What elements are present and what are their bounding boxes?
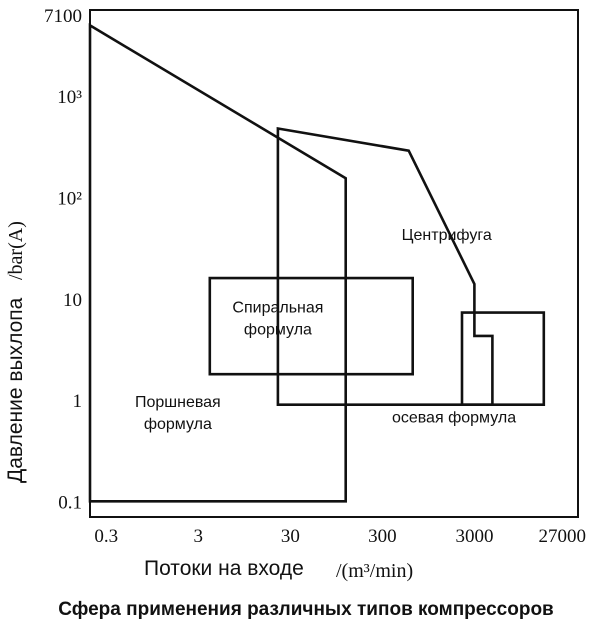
x-tick-label-1: 3 — [194, 526, 204, 547]
y-tick-label-4: 10³ — [57, 87, 82, 108]
region-label-piston-line-0: Поршневая — [135, 394, 221, 411]
y-axis-unit: /bar(A) — [5, 221, 27, 280]
plot-frame — [89, 9, 579, 518]
y-tick-label-0: 0.1 — [58, 492, 82, 513]
x-tick-label-0: 0.3 — [94, 526, 118, 547]
y-tick-label-5: 7100 — [44, 6, 82, 27]
x-axis-label: Потоки на входе — [144, 557, 304, 580]
x-tick-label-4: 3000 — [455, 526, 493, 547]
x-axis-unit: /(m³/min) — [336, 560, 413, 582]
region-label-centrifuge: Центрифуга — [402, 227, 492, 244]
region-label-piston-line-1: формула — [144, 416, 212, 433]
x-tick-label-2: 30 — [281, 526, 300, 547]
region-outline-2 — [208, 276, 415, 376]
region-label-scroll-line-1: формула — [244, 322, 312, 339]
y-axis-label: Давление выхлопа — [4, 297, 27, 483]
region-outline-1 — [276, 126, 494, 407]
region-label-piston: Поршневая формула — [135, 394, 221, 433]
region-outline-3 — [460, 311, 546, 407]
x-tick-label-5: 27000 — [539, 526, 587, 547]
x-tick-label-3: 300 — [368, 526, 397, 547]
region-outline-0 — [88, 23, 348, 503]
region-label-axial: осевая формула — [392, 410, 516, 427]
y-tick-label-3: 10² — [57, 188, 82, 209]
y-tick-label-1: 1 — [73, 391, 83, 412]
y-tick-label-2: 10 — [63, 290, 82, 311]
chart-caption: Сфера применения различных типов компрес… — [58, 599, 553, 620]
region-label-scroll: Спиральная формула — [232, 300, 323, 339]
region-label-scroll-line-0: Спиральная — [232, 300, 323, 317]
